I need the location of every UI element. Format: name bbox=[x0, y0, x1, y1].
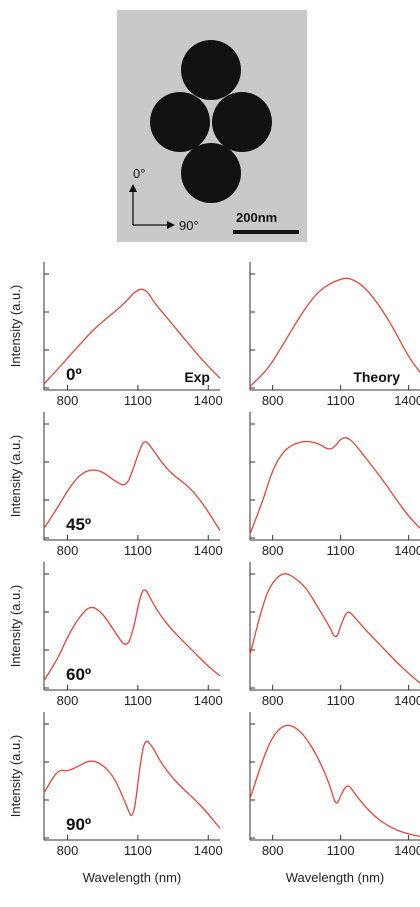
nanoparticle bbox=[212, 92, 272, 152]
y-axis-label: Intensity (a.u.) bbox=[8, 285, 23, 367]
x-tick-label: 1400 bbox=[394, 843, 420, 858]
x-tick-label: 1100 bbox=[124, 693, 152, 708]
nanoparticle bbox=[150, 92, 210, 152]
spectrum-line bbox=[249, 573, 420, 684]
x-tick-label: 800 bbox=[262, 843, 284, 858]
nanoparticle bbox=[181, 143, 241, 203]
x-axis-label: Wavelength (nm) bbox=[286, 870, 385, 885]
x-tick-label: 1400 bbox=[394, 393, 420, 408]
theory-tag: Theory bbox=[353, 369, 400, 385]
arrow-right-head-icon bbox=[167, 221, 175, 229]
spectrum-line bbox=[249, 277, 420, 387]
spectrum-line bbox=[249, 437, 420, 535]
exp-tag: Exp bbox=[184, 369, 210, 385]
x-tick-label: 1400 bbox=[394, 543, 420, 558]
x-tick-label: 800 bbox=[262, 393, 284, 408]
x-tick-label: 1100 bbox=[327, 393, 355, 408]
angle-up-label: 0° bbox=[133, 166, 145, 181]
x-tick-label: 800 bbox=[57, 693, 79, 708]
angle-annotation: 90º bbox=[66, 815, 91, 834]
x-tick-label: 800 bbox=[262, 693, 284, 708]
scale-bar-label: 200nm bbox=[236, 210, 277, 225]
angle-annotation: 0º bbox=[66, 365, 82, 384]
y-axis-label: Intensity (a.u.) bbox=[8, 435, 23, 517]
x-tick-label: 1100 bbox=[124, 843, 152, 858]
spectrum-line bbox=[249, 724, 420, 838]
spectra-grid: 800 1100 1400 0º Intensity (a.u.) Exp 800 1100 1… bbox=[8, 262, 420, 885]
scale-bar bbox=[233, 230, 299, 234]
tem-image: 0° 90° 200nm bbox=[117, 10, 307, 242]
x-tick-label: 1100 bbox=[327, 693, 355, 708]
x-tick-label: 1400 bbox=[394, 693, 420, 708]
spectrum-line bbox=[43, 441, 221, 532]
y-axis-label: Intensity (a.u.) bbox=[8, 735, 23, 817]
angle-annotation: 45º bbox=[66, 515, 91, 534]
x-tick-label: 1100 bbox=[327, 543, 355, 558]
x-tick-label: 1400 bbox=[194, 543, 223, 558]
x-tick-label: 1100 bbox=[124, 393, 152, 408]
x-tick-label: 1400 bbox=[194, 693, 223, 708]
spectrum-line bbox=[43, 288, 221, 385]
x-tick-label: 800 bbox=[57, 543, 79, 558]
x-tick-label: 800 bbox=[57, 843, 79, 858]
x-tick-label: 1100 bbox=[124, 543, 152, 558]
tem-image-svg: 0° 90° 200nm bbox=[129, 40, 299, 234]
y-axis-label: Intensity (a.u.) bbox=[8, 585, 23, 667]
spectrum-line bbox=[43, 740, 221, 829]
arrow-up-head-icon bbox=[129, 184, 137, 192]
angle-annotation: 60º bbox=[66, 665, 91, 684]
nanoparticle bbox=[181, 40, 241, 100]
x-axis-label: Wavelength (nm) bbox=[83, 870, 182, 885]
angle-right-label: 90° bbox=[179, 218, 199, 233]
spectrum-line bbox=[43, 589, 221, 681]
x-tick-label: 1400 bbox=[194, 393, 223, 408]
x-tick-label: 800 bbox=[262, 543, 284, 558]
x-tick-label: 1100 bbox=[327, 843, 355, 858]
x-tick-label: 1400 bbox=[194, 843, 223, 858]
x-tick-label: 800 bbox=[57, 393, 79, 408]
